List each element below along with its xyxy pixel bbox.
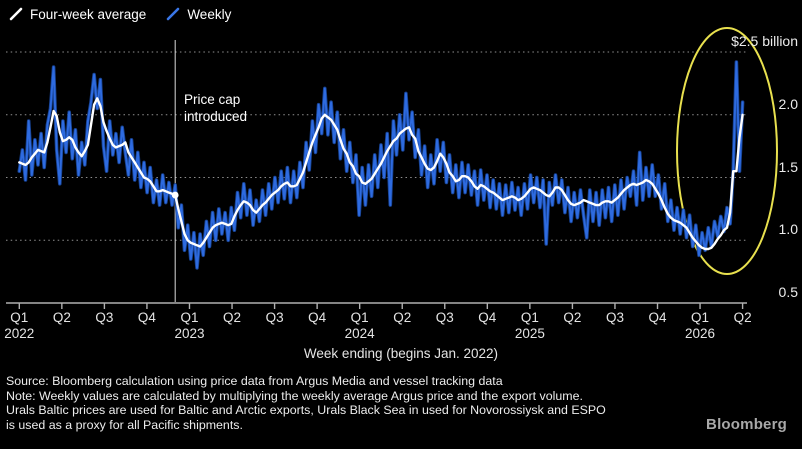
legend-label-average: Four-week average — [30, 7, 147, 22]
x-axis-label-year: 2023 — [174, 326, 205, 341]
x-axis-label-quarter: Q1 — [180, 310, 199, 325]
x-axis-label-quarter: Q1 — [520, 310, 539, 325]
x-axis-label-quarter: Q2 — [563, 310, 582, 325]
source-note-line: is used as a proxy for all Pacific shipm… — [6, 417, 243, 432]
price-cap-annotation: Price cap introduced — [184, 91, 247, 125]
x-axis-title: Week ending (begins Jan. 2022) — [303, 346, 499, 361]
legend-item-average: Four-week average — [9, 7, 146, 22]
legend-item-weekly: Weekly — [166, 7, 231, 22]
price-cap-annotation-line2: introduced — [184, 109, 248, 124]
x-axis-label-year: 2022 — [4, 326, 35, 341]
x-axis-label-quarter: Q4 — [648, 310, 667, 325]
x-axis-label-quarter: Q4 — [137, 310, 156, 325]
x-axis-label-year: 2026 — [685, 326, 716, 341]
x-axis-label-quarter: Q3 — [605, 310, 624, 325]
x-axis-label-quarter: Q1 — [691, 310, 710, 325]
x-axis-label-quarter: Q2 — [733, 310, 752, 325]
y-axis-label: 2.0 — [778, 95, 798, 112]
x-axis-label-quarter: Q4 — [308, 310, 327, 325]
source-note-line: Note: Weekly values are calculated by mu… — [6, 388, 583, 403]
y-axis-label: 1.5 — [778, 158, 798, 175]
x-axis-label-year: 2024 — [344, 326, 375, 341]
x-axis-label-quarter: Q3 — [435, 310, 454, 325]
x-axis-label-quarter: Q3 — [95, 310, 114, 325]
x-axis-label-quarter: Q3 — [265, 310, 284, 325]
legend: Four-week average Weekly — [9, 7, 231, 22]
x-axis-label-quarter: Q1 — [350, 310, 369, 325]
y-axis-label: 1.0 — [778, 221, 798, 238]
x-axis-label-quarter: Q4 — [478, 310, 497, 325]
y-axis-label: 0.5 — [778, 284, 798, 300]
x-axis-label-year: 2025 — [514, 326, 545, 341]
bloomberg-logo: Bloomberg — [706, 416, 787, 433]
x-axis-label-quarter: Q2 — [52, 310, 71, 325]
x-axis-label-quarter: Q2 — [223, 310, 242, 325]
source-note-line: Source: Bloomberg calculation using pric… — [6, 374, 503, 388]
x-axis-label-quarter: Q2 — [393, 310, 412, 325]
weekly-line-swatch-icon — [167, 7, 180, 21]
y-axis-label: $2.5 billion — [731, 33, 798, 49]
source-note: Source: Bloomberg calculation using pric… — [6, 374, 606, 432]
price-cap-annotation-line1: Price cap — [184, 92, 241, 107]
source-note-line: Urals Baltic prices are used for Baltic … — [6, 403, 606, 418]
x-axis-label-quarter: Q1 — [10, 310, 29, 325]
average-line-swatch-icon — [9, 7, 23, 21]
legend-label-weekly: Weekly — [187, 7, 232, 22]
